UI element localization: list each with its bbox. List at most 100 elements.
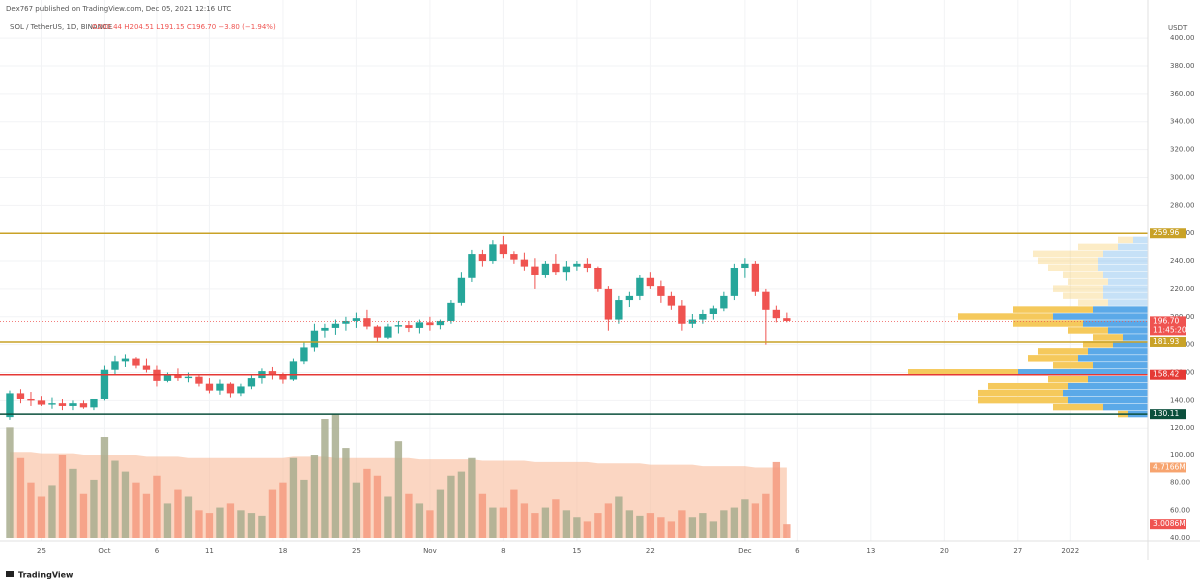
- candle-body: [489, 244, 497, 262]
- x-tick-label: 6: [795, 547, 800, 555]
- candle-body: [69, 403, 77, 406]
- candle-body: [205, 383, 214, 391]
- profile-down: [1048, 264, 1098, 271]
- candle-body: [394, 325, 403, 327]
- candle-body: [604, 288, 613, 320]
- profile-down: [1038, 257, 1098, 265]
- profile-down: [978, 396, 1068, 404]
- candle-body: [667, 295, 676, 306]
- profile-down: [1093, 334, 1123, 341]
- currency: USDT: [1168, 24, 1188, 32]
- candle-body: [499, 244, 508, 255]
- volume-bar: [646, 513, 655, 538]
- volume-bar: [216, 507, 224, 538]
- candle-body: [762, 291, 770, 310]
- y-tick-label: 240.00: [1170, 257, 1195, 265]
- volume-bar: [625, 510, 634, 538]
- level-tag: [1150, 409, 1186, 420]
- volume-bar: [573, 517, 581, 538]
- symbol: SOL / TetherUS, 1D, BINANCE: [10, 23, 112, 31]
- candle-body: [699, 313, 707, 320]
- volume-bar: [457, 471, 466, 538]
- volume-bar: [510, 489, 518, 538]
- candle-body: [226, 383, 235, 394]
- candle-body: [16, 393, 25, 399]
- y-tick-label: 140.00: [1170, 396, 1195, 404]
- x-tick-label: 11: [205, 547, 214, 555]
- candle-body: [625, 295, 634, 301]
- y-tick-label: 380.00: [1170, 62, 1195, 70]
- volume-bar: [153, 475, 161, 538]
- volume-bar: [604, 503, 613, 538]
- profile-down: [1053, 403, 1103, 411]
- volume-bar: [615, 496, 623, 538]
- profile-up: [1083, 320, 1148, 327]
- volume-ma-label: 4.7166M: [1153, 462, 1186, 471]
- candle-body: [132, 358, 140, 366]
- candle-body: [174, 375, 182, 379]
- volume-bar: [226, 503, 235, 538]
- volume-bar: [478, 493, 487, 538]
- y-tick-label: 280.00: [1170, 201, 1195, 209]
- volume-bar: [373, 475, 382, 538]
- candle-body: [751, 263, 760, 292]
- volume-bar: [121, 471, 130, 538]
- volume-bar: [142, 493, 151, 538]
- candle-body: [720, 295, 728, 309]
- volume-bar: [520, 503, 529, 538]
- candle-body: [142, 365, 151, 370]
- profile-down: [1068, 327, 1108, 334]
- volume-bar: [310, 455, 319, 538]
- volume-bar: [174, 489, 182, 538]
- profile-down: [1053, 285, 1103, 292]
- candle-body: [100, 369, 109, 399]
- profile-up: [1088, 348, 1148, 355]
- volume-bar: [6, 427, 14, 538]
- last-price-tag: [1150, 316, 1186, 336]
- candle-body: [531, 266, 539, 275]
- y-tick-label: 400.00: [1170, 34, 1195, 42]
- profile-down: [1063, 271, 1103, 278]
- profile-up: [1018, 369, 1148, 376]
- x-tick-label: 6: [155, 547, 160, 555]
- candle-body: [321, 327, 329, 331]
- volume-bar: [111, 460, 119, 538]
- volume-bar: [562, 510, 571, 538]
- volume-bar: [667, 521, 676, 538]
- profile-up: [1063, 389, 1148, 397]
- profile-up: [1068, 396, 1148, 404]
- volume-bar: [699, 513, 707, 538]
- x-tick-label: Dec: [738, 547, 752, 555]
- volume-tick-label: 40.00: [1170, 534, 1190, 542]
- x-tick-label: 27: [1013, 547, 1022, 555]
- profile-down: [1048, 375, 1088, 383]
- candle-body: [457, 277, 466, 303]
- profile-up: [1103, 271, 1148, 278]
- volume-bar: [405, 493, 413, 538]
- volume-bar: [720, 510, 728, 538]
- volume-bar: [678, 510, 686, 538]
- volume-bar: [321, 419, 329, 538]
- volume-bar: [436, 489, 445, 538]
- volume-tick-label: 100.00: [1170, 451, 1195, 459]
- volume-bar: [751, 503, 760, 538]
- volume-bar: [415, 503, 424, 538]
- profile-up: [1103, 403, 1148, 411]
- candle-body: [646, 277, 655, 287]
- level-tag: [1150, 336, 1186, 347]
- candle-body: [730, 268, 739, 296]
- candle-body: [657, 286, 665, 296]
- candle-body: [772, 309, 781, 319]
- x-tick-label: 2022: [1061, 547, 1079, 555]
- candle-body: [510, 254, 518, 260]
- candle-body: [583, 263, 592, 269]
- volume-ma-tag: [1150, 462, 1186, 473]
- candle-body: [216, 383, 224, 391]
- volume-bar: [499, 507, 508, 538]
- volume-bar: [289, 457, 298, 538]
- volume-bar: [48, 485, 56, 538]
- candle-body: [447, 302, 455, 321]
- volume-bar: [279, 482, 287, 538]
- candle-body: [405, 325, 413, 328]
- candle-body: [636, 277, 644, 296]
